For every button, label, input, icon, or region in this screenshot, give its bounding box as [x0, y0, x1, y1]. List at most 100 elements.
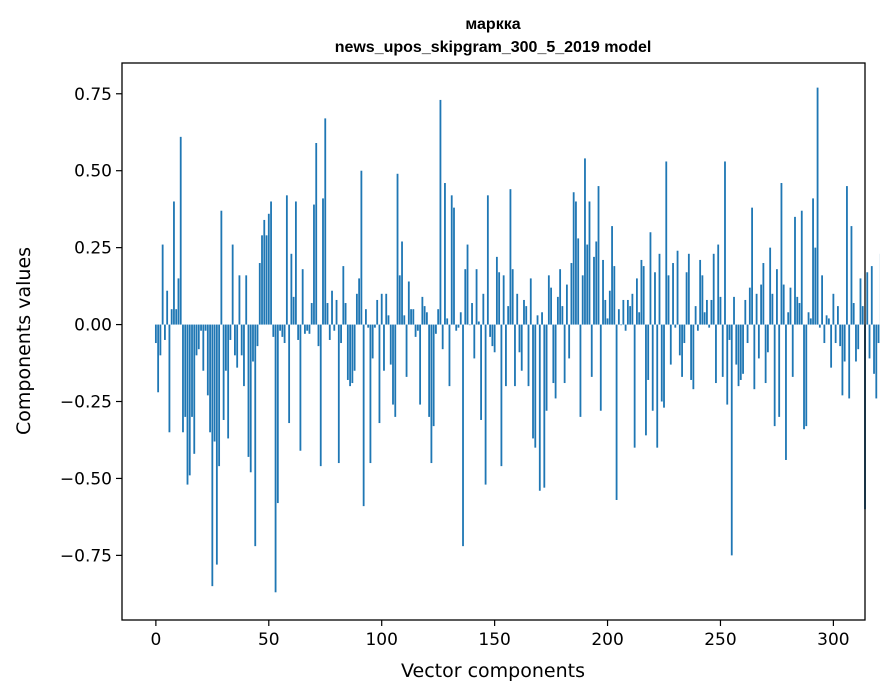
- bar: [374, 324, 376, 328]
- bar: [665, 161, 668, 325]
- bar: [195, 324, 198, 356]
- bar: [471, 303, 473, 325]
- bar: [493, 324, 496, 353]
- bar: [577, 238, 580, 325]
- bar: [486, 195, 489, 325]
- bar: [514, 324, 516, 387]
- bar: [751, 207, 753, 325]
- bar: [868, 324, 871, 359]
- bar: [419, 324, 422, 405]
- bar: [322, 198, 324, 325]
- bar: [798, 303, 801, 325]
- bar: [462, 324, 464, 547]
- bar: [825, 315, 828, 325]
- y-tick-label: −0.25: [60, 393, 112, 413]
- bar: [832, 293, 835, 325]
- bar: [371, 324, 374, 359]
- bar: [256, 324, 259, 347]
- x-axis-ticks: 0 50 100 150 200 250 300: [150, 620, 850, 650]
- bar: [866, 272, 869, 325]
- bar: [435, 324, 437, 334]
- x-tick-label: 50: [258, 630, 280, 650]
- bar: [568, 324, 571, 359]
- bar: [599, 324, 602, 411]
- bar: [726, 324, 729, 405]
- bar: [735, 324, 738, 365]
- bar: [839, 324, 842, 347]
- bar: [676, 250, 679, 325]
- bar: [681, 324, 683, 377]
- bar: [360, 170, 363, 325]
- bar: [204, 324, 207, 331]
- bar: [778, 324, 781, 417]
- bar: [154, 324, 157, 344]
- bar: [615, 324, 618, 500]
- bar: [827, 318, 830, 325]
- bar: [489, 324, 492, 337]
- bar: [215, 324, 218, 565]
- bar: [367, 324, 370, 328]
- bar: [193, 324, 196, 454]
- bar: [746, 324, 749, 344]
- bar: [188, 324, 191, 476]
- bar: [785, 324, 787, 460]
- bar: [455, 324, 458, 331]
- bar: [875, 324, 878, 399]
- y-axis-label: Components values: [13, 247, 35, 435]
- bar: [545, 324, 548, 411]
- x-axis-label: Vector components: [401, 660, 585, 682]
- bar: [383, 324, 385, 371]
- bar: [179, 136, 182, 325]
- bar: [186, 324, 189, 485]
- bar: [439, 99, 442, 325]
- bar: [848, 324, 851, 399]
- bar: [753, 324, 756, 390]
- bar: [301, 269, 304, 325]
- bar: [412, 309, 415, 325]
- y-tick-label: 0.75: [74, 85, 112, 105]
- bar: [870, 266, 873, 325]
- bar: [663, 324, 665, 408]
- bar: [584, 158, 586, 325]
- bar: [563, 324, 566, 384]
- bar: [850, 226, 853, 325]
- bar: [213, 324, 216, 442]
- bar: [556, 296, 559, 325]
- bar: [654, 272, 656, 325]
- bar: [613, 266, 616, 325]
- bar: [701, 275, 704, 325]
- bar: [805, 324, 808, 427]
- bar: [809, 318, 812, 325]
- x-tick-label: 100: [365, 630, 397, 650]
- bar: [837, 306, 839, 325]
- bar: [421, 296, 424, 325]
- bar: [444, 183, 446, 325]
- bar: [816, 87, 819, 325]
- bar: [543, 324, 546, 488]
- y-tick-label: −0.75: [60, 546, 112, 566]
- bar: [263, 219, 266, 325]
- bar: [274, 324, 277, 593]
- bar: [495, 256, 498, 325]
- bar: [771, 293, 774, 325]
- bar: [527, 324, 530, 387]
- bar: [687, 253, 690, 325]
- bar: [285, 195, 288, 325]
- bar: [168, 324, 171, 433]
- bar: [814, 247, 817, 325]
- bar: [622, 299, 625, 325]
- bar: [376, 299, 379, 325]
- bar: [432, 324, 435, 427]
- bar: [638, 312, 641, 325]
- bar: [739, 324, 742, 380]
- bar: [532, 324, 534, 439]
- bar: [696, 324, 699, 331]
- bar: [477, 321, 480, 325]
- bar: [261, 235, 263, 325]
- bar: [766, 324, 769, 353]
- bar: [294, 201, 297, 325]
- bar: [764, 324, 767, 384]
- bar: [236, 324, 239, 368]
- bar: [218, 324, 221, 467]
